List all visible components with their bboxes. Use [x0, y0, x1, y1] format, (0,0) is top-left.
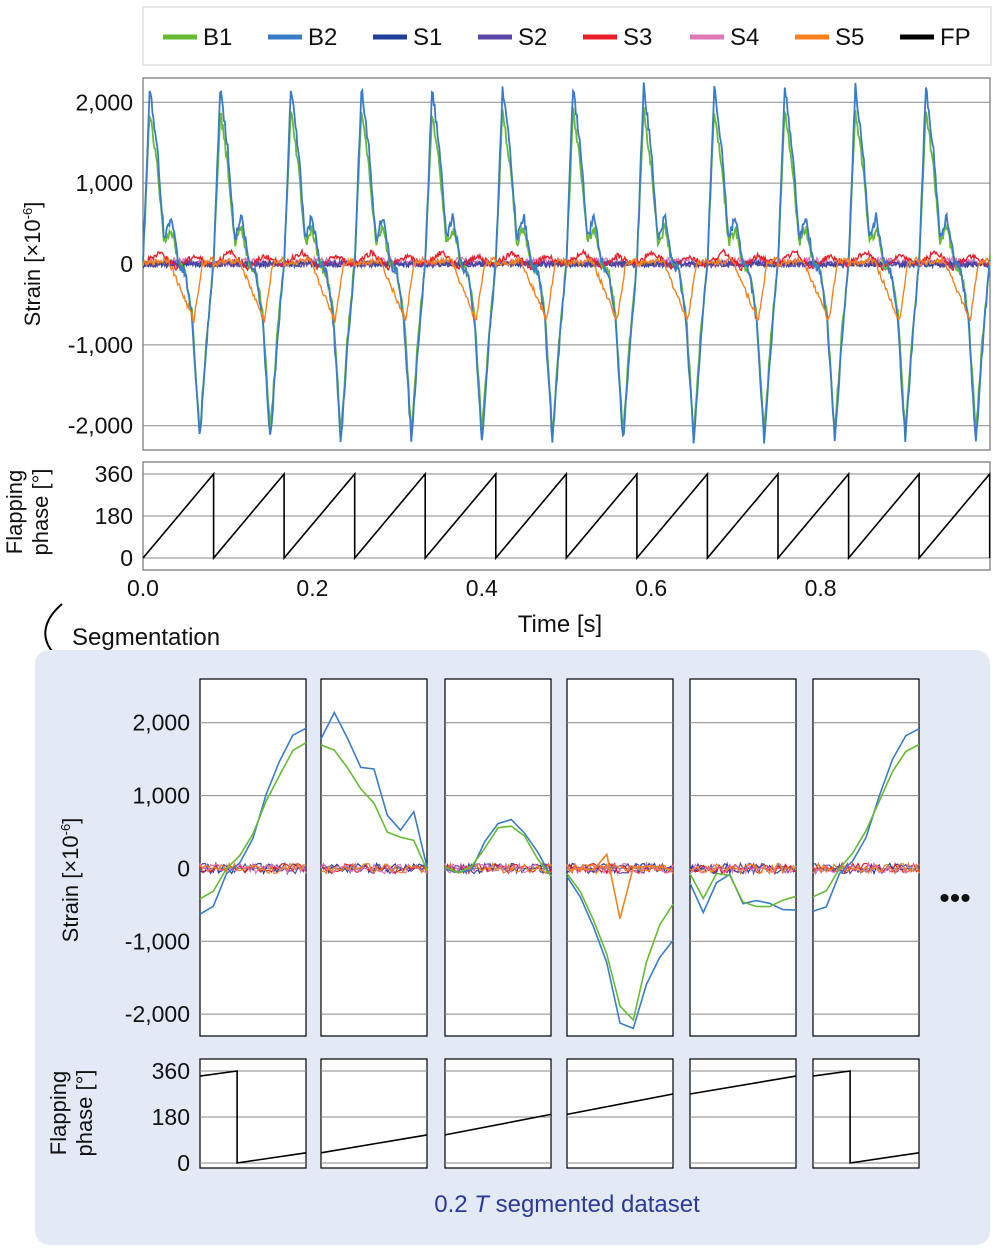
segment-phase-series-fp [444, 1113, 552, 1136]
segment-strain-series-s4 [320, 862, 428, 875]
segment-strain-frame [320, 678, 428, 1037]
segment-phase-tick-label: 0 [177, 1150, 190, 1176]
segment-strain-series-s3 [444, 862, 552, 875]
segment-phase-frame [444, 1058, 552, 1169]
top-phase-ylabel-line2: phase [°] [28, 468, 53, 555]
segment-phase-frame [689, 1058, 797, 1169]
segment-strain-series-s5 [199, 861, 307, 875]
top-strain-tick-label: 2,000 [75, 89, 133, 115]
more-segments-ellipsis: ••• [939, 882, 971, 915]
segment-strain-series-s4 [444, 862, 552, 874]
top-x-tick-label: 0.2 [296, 575, 328, 601]
segment-phase-series-fp [689, 1075, 797, 1095]
top-x-tick-label: 0.4 [466, 575, 498, 601]
segment-strain-frame [199, 678, 307, 1037]
top-x-tick-label: 0.0 [127, 575, 159, 601]
segment-strain-series-b1 [199, 742, 307, 900]
segment-phase-series-fp [566, 1093, 674, 1116]
segment-strain-frame [444, 678, 552, 1037]
segment-phase-series-fp [320, 1134, 428, 1154]
segmentation-label: Segmentation [72, 624, 220, 651]
segment-phase-frame [812, 1058, 920, 1169]
legend-label-s4: S4 [730, 24, 759, 51]
segment-strain-series-b1 [444, 825, 552, 877]
top-x-tick-label: 0.6 [635, 575, 667, 601]
segment-strain-series-s5 [566, 862, 674, 875]
segment-strain-series-s4 [199, 862, 307, 875]
segment-strain-series-s4 [812, 861, 920, 875]
segment-phase-tick-label: 180 [152, 1104, 190, 1130]
segment-strain-frame [566, 678, 674, 1037]
top-phase-series-fp [142, 471, 991, 561]
segment-strain-tick-label: -2,000 [125, 1001, 190, 1027]
segment-strain-series-b2 [812, 728, 920, 912]
segment-strain-series-b1 [566, 873, 674, 1022]
segment-phase-tick-label: 360 [152, 1058, 190, 1084]
segment-phase-series-fp [812, 1070, 920, 1164]
segment-phase-frame [199, 1058, 307, 1169]
top-phase-tick-label: 0 [120, 545, 133, 571]
legend-label-s1: S1 [413, 24, 442, 51]
segment-strain-tick-label: 0 [177, 855, 190, 881]
segment-strain-series-s5 [689, 862, 797, 875]
top-strain-tick-label: 1,000 [75, 170, 133, 196]
top-x-tick-label: 0.8 [805, 575, 837, 601]
segment-strain-tick-label: 1,000 [132, 783, 190, 809]
segment-strain-frame [812, 678, 920, 1037]
segment-phase-frame [320, 1058, 428, 1169]
segment-strain-series-b2 [320, 710, 428, 868]
segment-strain-series-s5 [320, 862, 428, 875]
segment-phase-frame [566, 1058, 674, 1169]
top-strain-ylabel: Strain [×10-6] [20, 202, 45, 327]
segment-strain-series-s4 [566, 862, 674, 875]
segment-strain-series-b1 [320, 743, 428, 871]
segment-strain-series-b2 [199, 727, 307, 915]
top-strain-tick-label: -2,000 [68, 413, 133, 439]
top-phase-tick-label: 180 [95, 503, 133, 529]
legend-label-s3: S3 [623, 24, 652, 51]
top-strain-panel: 2,000 1,000 0 -1,000 -2,000 [68, 77, 991, 451]
segment-strain-series-b1 [812, 743, 920, 898]
segment-strain-tick-label: -1,000 [125, 928, 190, 954]
segment-strain-series-b1 [689, 872, 797, 908]
segment-phase-series-fp [199, 1070, 307, 1164]
top-xlabel: Time [s] [518, 611, 602, 638]
legend-label-b2: B2 [308, 24, 337, 51]
segment-strain-series-s5 [812, 861, 920, 875]
segment-strain-frame [689, 678, 797, 1037]
segmented-strain-ylabel: Strain [×10-6] [58, 818, 83, 943]
segment-strain-series-s2 [812, 861, 920, 875]
legend-label-s2: S2 [518, 24, 547, 51]
segmented-phase-ylabel-line2: phase [°] [72, 1069, 97, 1156]
top-phase-panel: 360 180 0 0.0 0.2 0.4 0.6 0.8 [95, 461, 991, 601]
legend: B1 B2 S1 S2 S3 S4 S5 FP [163, 24, 971, 51]
top-phase-ylabel-line1: Flapping [2, 470, 27, 554]
segment-strain-series-b2 [566, 876, 674, 1030]
legend-label-s5: S5 [835, 24, 864, 51]
segment-strain-series-b2 [689, 873, 797, 915]
top-strain-tick-label: -1,000 [68, 332, 133, 358]
legend-label-b1: B1 [203, 24, 232, 51]
segmented-strain-panels [199, 678, 920, 1037]
top-phase-tick-label: 360 [95, 461, 133, 487]
segmented-phase-ylabel-line1: Flapping [46, 1071, 71, 1155]
top-strain-tick-label: 0 [120, 251, 133, 277]
segmented-caption: 0.2 T segmented dataset [434, 1191, 700, 1218]
segmented-phase-panels [199, 1058, 920, 1169]
segment-strain-series-s3 [812, 861, 920, 875]
top-strain-series-s5 [142, 255, 991, 324]
legend-label-fp: FP [940, 24, 971, 51]
segment-strain-tick-label: 2,000 [132, 710, 190, 736]
segment-strain-series-s5 [566, 852, 674, 919]
